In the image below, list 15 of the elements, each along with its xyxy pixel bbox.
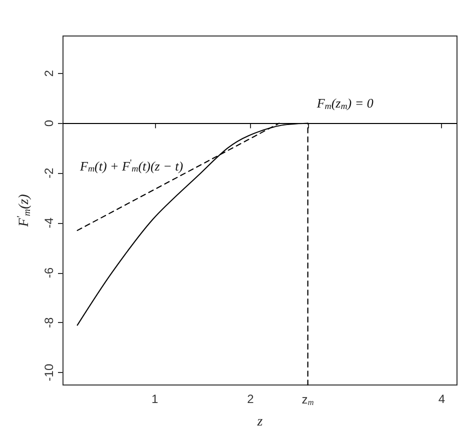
x-tick-label: 4 <box>438 392 446 406</box>
annotation: Fm(t) + F'm(t)(z − t) <box>79 158 184 174</box>
x-axis-title: z <box>256 414 264 430</box>
y-tick-label: -2 <box>42 167 56 178</box>
y-tick-label: -8 <box>42 317 56 328</box>
y-tick-label: 2 <box>42 70 56 77</box>
x-tick-label: 2 <box>247 392 254 406</box>
y-tick-label: -6 <box>42 267 56 278</box>
y-axis-title: F'm(z) <box>16 194 34 228</box>
y-tick-label: 0 <box>42 120 56 127</box>
x-tick-label: 1 <box>151 392 158 406</box>
annotation: Fm(zm) = 0 <box>316 95 374 111</box>
x-tick-label: zm <box>302 392 314 407</box>
y-tick-label: -10 <box>42 364 56 382</box>
y-tick-label: -4 <box>42 217 56 228</box>
